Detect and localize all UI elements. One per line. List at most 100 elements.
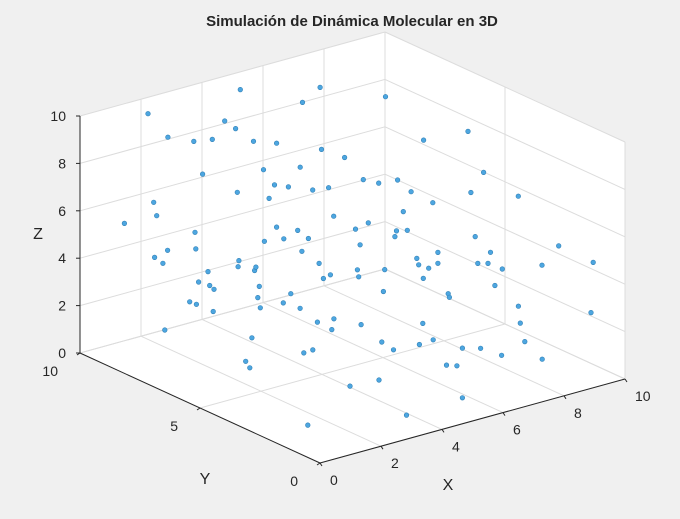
data-point xyxy=(280,300,286,306)
data-point xyxy=(356,274,362,280)
data-point xyxy=(481,169,487,175)
data-point xyxy=(485,260,491,267)
data-point xyxy=(297,164,303,170)
x-tick-mark xyxy=(319,462,323,467)
grid-line-y-floor xyxy=(199,323,506,409)
x-tick-label: 10 xyxy=(635,388,651,404)
y-tick-label: 5 xyxy=(170,418,178,434)
grid-lines xyxy=(79,31,626,464)
data-point xyxy=(165,247,171,253)
data-point xyxy=(358,322,364,328)
x-tick-mark xyxy=(563,395,567,400)
grid-line-z-back-right xyxy=(384,126,626,238)
data-point xyxy=(522,339,528,345)
data-point xyxy=(539,262,545,268)
data-point xyxy=(499,266,505,272)
data-point xyxy=(430,337,436,343)
x-axis-line xyxy=(319,378,626,464)
z-tick-label: 8 xyxy=(58,155,66,171)
data-point xyxy=(151,199,157,205)
data-point xyxy=(446,294,453,300)
data-point xyxy=(316,260,322,267)
data-point xyxy=(301,350,307,356)
data-point xyxy=(376,377,382,383)
data-point xyxy=(487,249,494,255)
data-point xyxy=(152,254,158,260)
data-point xyxy=(281,236,287,242)
data-point xyxy=(395,177,401,183)
data-point xyxy=(468,189,474,196)
data-point xyxy=(250,138,257,144)
data-point xyxy=(404,227,410,233)
x-tick-label: 0 xyxy=(330,472,338,488)
x-tick-label: 4 xyxy=(452,438,460,454)
data-point xyxy=(288,291,294,297)
z-tick-label: 2 xyxy=(58,298,66,314)
grid-line-z-back-right xyxy=(384,221,626,333)
data-point xyxy=(331,316,337,322)
data-point xyxy=(556,243,562,249)
data-point xyxy=(478,345,484,351)
data-point xyxy=(191,138,197,144)
data-point xyxy=(257,305,263,311)
data-point xyxy=(310,187,316,193)
data-point xyxy=(145,111,151,117)
x-tick-mark xyxy=(441,429,445,433)
data-point xyxy=(297,305,303,311)
data-point xyxy=(590,259,596,266)
data-point xyxy=(499,352,505,358)
data-point xyxy=(588,310,594,316)
data-point xyxy=(403,412,410,418)
x-tick-mark xyxy=(380,445,384,450)
data-point xyxy=(266,195,272,201)
data-point xyxy=(430,200,436,206)
grid-line-z-back-right xyxy=(384,268,626,380)
data-point xyxy=(187,299,193,305)
data-point xyxy=(299,248,305,254)
data-point xyxy=(207,282,213,289)
data-point xyxy=(515,303,522,309)
data-point xyxy=(299,99,306,105)
data-point xyxy=(233,126,239,132)
data-point xyxy=(379,339,385,345)
data-point xyxy=(260,167,267,173)
x-axis-label: X xyxy=(443,477,454,494)
data-point xyxy=(274,140,280,146)
data-point xyxy=(380,288,387,295)
data-point xyxy=(539,356,545,362)
grid-line-z-back-right xyxy=(384,78,626,190)
data-point xyxy=(393,228,400,234)
data-point xyxy=(320,275,327,282)
data-point xyxy=(443,362,450,368)
data-point xyxy=(354,267,361,273)
data-point xyxy=(285,184,292,190)
y-tick-label: 10 xyxy=(42,363,58,379)
data-point xyxy=(357,242,363,248)
data-point xyxy=(255,295,261,301)
data-point xyxy=(382,267,388,273)
data-point xyxy=(162,327,168,333)
data-point xyxy=(426,265,432,271)
data-point xyxy=(317,84,323,90)
data-point xyxy=(205,269,211,275)
axes-box-edges xyxy=(76,115,628,467)
data-points xyxy=(121,84,596,428)
data-point xyxy=(249,335,255,341)
data-point xyxy=(400,209,406,215)
data-point xyxy=(200,171,206,177)
data-point xyxy=(414,255,420,262)
data-point xyxy=(382,94,389,100)
data-point xyxy=(492,282,498,289)
data-point xyxy=(416,262,422,268)
data-point xyxy=(326,185,332,191)
data-point xyxy=(211,286,217,292)
y-tick-label: 0 xyxy=(290,473,298,489)
data-point xyxy=(222,118,228,124)
data-point xyxy=(310,347,316,353)
x-tick-label: 8 xyxy=(574,405,582,421)
data-point xyxy=(517,320,523,326)
data-point xyxy=(209,136,215,142)
